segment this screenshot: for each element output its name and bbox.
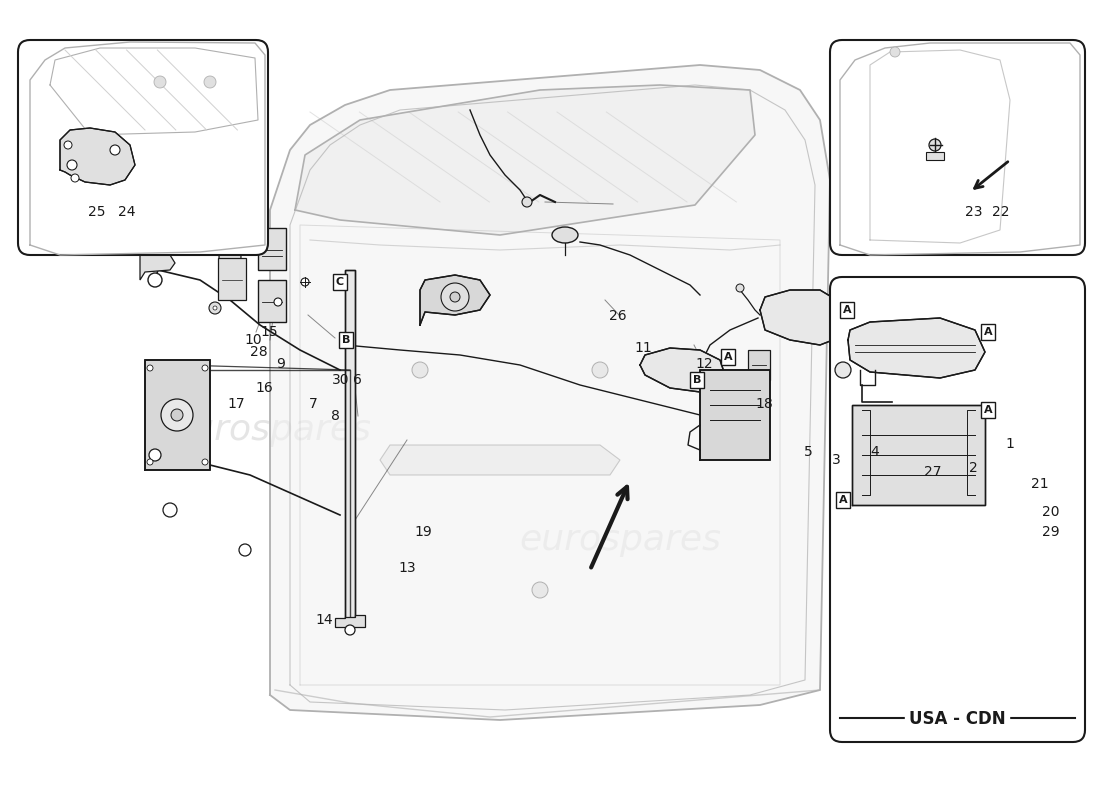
Text: 12: 12 [695, 357, 713, 371]
FancyBboxPatch shape [18, 40, 268, 255]
Ellipse shape [219, 250, 241, 264]
Circle shape [154, 76, 166, 88]
Text: C: C [336, 277, 344, 287]
Polygon shape [848, 318, 984, 378]
Text: 14: 14 [316, 613, 333, 627]
Circle shape [67, 160, 77, 170]
Polygon shape [145, 360, 210, 470]
Text: 30: 30 [332, 373, 350, 387]
Ellipse shape [552, 227, 578, 243]
Circle shape [110, 145, 120, 155]
Text: eurospares: eurospares [519, 523, 720, 557]
Text: 27: 27 [924, 465, 942, 479]
Circle shape [72, 174, 79, 182]
Circle shape [736, 284, 744, 292]
Circle shape [441, 283, 469, 311]
FancyBboxPatch shape [830, 40, 1085, 255]
Text: 16: 16 [255, 381, 273, 395]
Text: eurospares: eurospares [169, 413, 371, 447]
Circle shape [592, 362, 608, 378]
Bar [748, 350, 770, 380]
Circle shape [209, 302, 221, 314]
Polygon shape [640, 348, 725, 392]
Circle shape [532, 582, 548, 598]
Ellipse shape [219, 271, 241, 285]
Text: 13: 13 [398, 561, 416, 575]
Text: 21: 21 [1031, 477, 1048, 491]
Bar [258, 280, 286, 322]
Text: A: A [983, 405, 992, 415]
Polygon shape [700, 370, 770, 460]
Circle shape [163, 503, 177, 517]
Circle shape [161, 399, 192, 431]
Bar [926, 152, 944, 160]
Text: 6: 6 [353, 373, 362, 387]
Text: 9: 9 [276, 357, 285, 371]
Circle shape [239, 544, 251, 556]
Text: USA - CDN: USA - CDN [909, 710, 1005, 728]
Text: 26: 26 [609, 309, 627, 323]
Circle shape [147, 459, 153, 465]
Polygon shape [760, 290, 845, 345]
Text: 5: 5 [804, 445, 813, 459]
Text: 29: 29 [1042, 525, 1059, 539]
Text: 7: 7 [309, 397, 318, 411]
Text: 23: 23 [965, 205, 982, 219]
Polygon shape [852, 405, 984, 505]
FancyBboxPatch shape [830, 277, 1085, 742]
Bar [258, 228, 286, 270]
Polygon shape [270, 65, 830, 720]
Text: A: A [843, 305, 851, 315]
Circle shape [890, 47, 900, 57]
Text: B: B [693, 375, 701, 385]
Text: 18: 18 [756, 397, 773, 411]
Text: 8: 8 [331, 409, 340, 423]
Circle shape [213, 306, 217, 310]
Polygon shape [140, 255, 175, 280]
Circle shape [204, 76, 216, 88]
Text: 24: 24 [118, 205, 135, 219]
Text: 10: 10 [244, 333, 262, 347]
Text: B: B [342, 335, 350, 345]
Circle shape [930, 139, 940, 151]
Circle shape [450, 292, 460, 302]
Circle shape [301, 278, 309, 286]
Polygon shape [345, 270, 355, 618]
Text: A: A [724, 352, 733, 362]
Circle shape [835, 362, 851, 378]
Circle shape [202, 365, 208, 371]
Text: 20: 20 [1042, 505, 1059, 519]
Text: 28: 28 [250, 345, 267, 359]
Bar [218, 258, 246, 300]
Circle shape [64, 141, 72, 149]
Text: 4: 4 [870, 445, 879, 459]
Polygon shape [336, 615, 365, 627]
Circle shape [345, 625, 355, 635]
Text: 3: 3 [832, 453, 840, 467]
Circle shape [148, 449, 161, 461]
Text: 2: 2 [969, 461, 978, 475]
Circle shape [147, 365, 153, 371]
Circle shape [274, 298, 282, 306]
Text: 17: 17 [228, 397, 245, 411]
Text: A: A [838, 495, 847, 505]
Circle shape [202, 459, 208, 465]
Text: 1: 1 [1005, 437, 1014, 451]
Circle shape [148, 273, 162, 287]
Polygon shape [420, 275, 490, 325]
Polygon shape [295, 85, 755, 235]
Text: 11: 11 [635, 341, 652, 355]
Text: A: A [983, 327, 992, 337]
Circle shape [170, 409, 183, 421]
Polygon shape [379, 445, 620, 475]
Text: 25: 25 [88, 205, 106, 219]
Polygon shape [60, 128, 135, 185]
Circle shape [522, 197, 532, 207]
Text: 15: 15 [261, 325, 278, 339]
Text: 19: 19 [415, 525, 432, 539]
Text: 22: 22 [992, 205, 1010, 219]
Circle shape [412, 362, 428, 378]
